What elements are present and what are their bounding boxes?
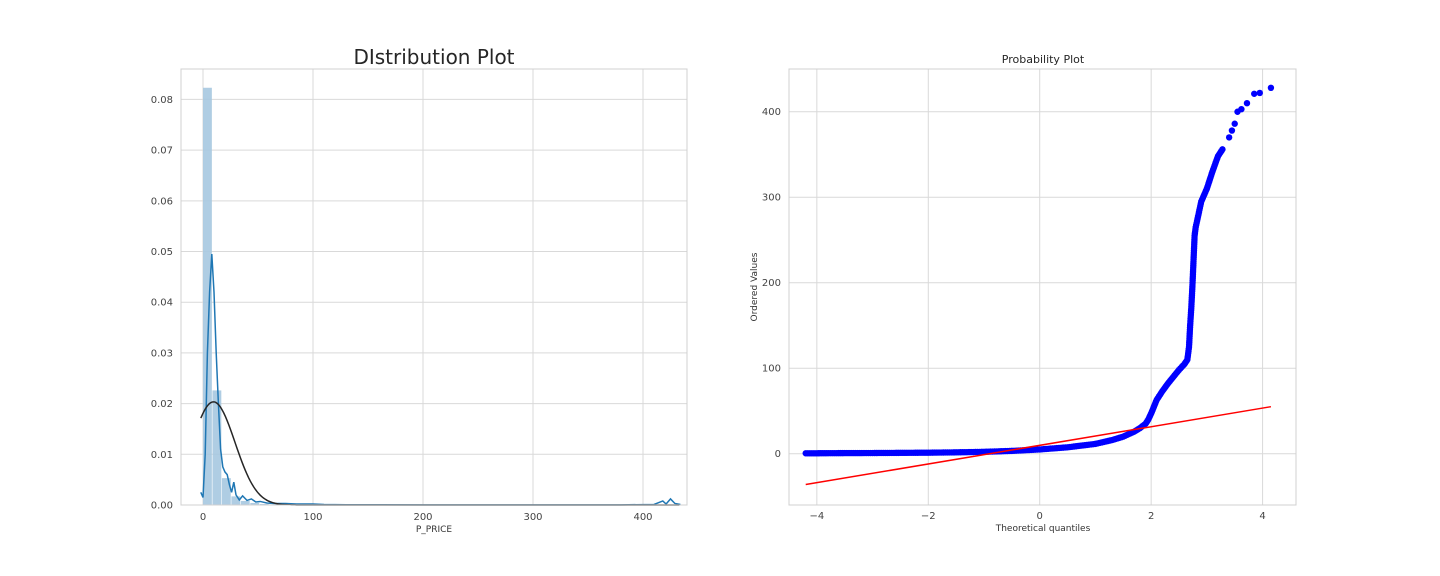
distribution-plot-frame xyxy=(180,68,688,506)
histogram-bar xyxy=(231,496,241,505)
probability-x-ticks: −4 −2 0 2 4 xyxy=(809,511,1265,522)
probability-y-tick-label: 100 xyxy=(762,364,781,375)
distribution-y-tick-label: 0.07 xyxy=(151,146,173,157)
probability-data-point xyxy=(1267,84,1275,92)
probability-grid xyxy=(789,69,1296,505)
probability-data-point xyxy=(1256,89,1263,97)
distribution-plot-title: DIstribution Plot xyxy=(353,45,514,69)
probability-data-point xyxy=(1225,134,1233,141)
distribution-x-tick-label: 300 xyxy=(523,512,542,523)
distribution-x-tick-label: 400 xyxy=(633,512,652,523)
probability-x-tick-label: 2 xyxy=(1148,511,1154,522)
distribution-x-tick-label: 0 xyxy=(200,512,206,523)
probability-data-point xyxy=(1251,90,1258,97)
distribution-grid xyxy=(181,69,687,506)
probability-data-point xyxy=(1219,146,1226,153)
distribution-x-tick-label: 100 xyxy=(303,512,322,523)
distribution-x-ticks: 0 100 200 300 400 xyxy=(200,512,653,523)
probability-y-tick-label: 400 xyxy=(762,107,781,118)
probability-plot-frame xyxy=(788,68,1297,506)
probability-fit-line xyxy=(805,405,1272,486)
distribution-y-tick-label: 0.00 xyxy=(151,501,173,512)
histogram-bar xyxy=(240,500,250,505)
distribution-kde-line xyxy=(200,254,681,506)
probability-x-tick-label: −2 xyxy=(921,511,936,522)
distribution-x-tick-label: 200 xyxy=(413,512,432,523)
probability-data-point xyxy=(1238,105,1245,113)
histogram-bar xyxy=(212,390,222,505)
distribution-y-ticks: 0.00 0.01 0.02 0.03 0.04 0.05 0.06 0.07 0.08 xyxy=(151,95,173,512)
probability-x-tick-label: −4 xyxy=(809,511,824,522)
distribution-x-axis-label: P_PRICE xyxy=(416,525,453,535)
probability-y-tick-label: 0 xyxy=(775,449,781,460)
distribution-y-tick-label: 0.06 xyxy=(151,196,173,207)
distribution-y-tick-label: 0.08 xyxy=(151,95,173,106)
probability-scatter-points xyxy=(802,84,1275,457)
probability-plot: −4 −2 0 2 4 0 100 200 300 400 Probability Plot T… xyxy=(750,53,1297,534)
distribution-y-tick-label: 0.03 xyxy=(151,348,173,359)
distribution-y-tick-label: 0.05 xyxy=(151,247,173,258)
probability-x-tick-label: 4 xyxy=(1259,511,1265,522)
probability-data-point xyxy=(1231,120,1238,127)
histogram-bar xyxy=(203,87,212,505)
probability-y-axis-label: Ordered Values xyxy=(750,252,760,321)
distribution-y-tick-label: 0.01 xyxy=(151,450,173,461)
distribution-plot: 0 100 200 300 400 0.000.010.020.030.040.050.… xyxy=(151,45,688,535)
distribution-y-tick-label: 0.02 xyxy=(151,399,173,410)
probability-y-ticks: 0 100 200 300 400 xyxy=(762,107,781,460)
probability-y-tick-label: 300 xyxy=(762,193,781,204)
probability-x-tick-label: 0 xyxy=(1037,511,1043,522)
probability-y-tick-label: 200 xyxy=(762,278,781,289)
probability-x-axis-label: Theoretical quantiles xyxy=(995,524,1091,534)
probability-data-point xyxy=(1243,99,1251,107)
distribution-normal-fit-line xyxy=(200,401,680,506)
probability-data-point xyxy=(1228,127,1236,134)
histogram-bar xyxy=(221,478,231,505)
histogram-bar xyxy=(250,502,260,505)
probability-plot-title: Probability Plot xyxy=(1002,53,1085,66)
distribution-y-tick-label: 0.04 xyxy=(151,298,173,309)
histogram-bar xyxy=(259,503,269,505)
